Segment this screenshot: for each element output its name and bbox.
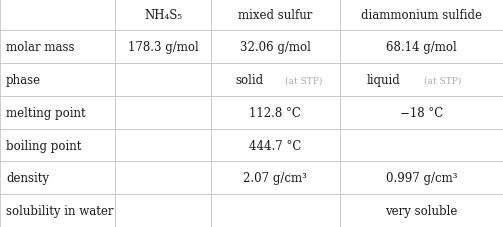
Text: boiling point: boiling point xyxy=(6,139,81,152)
Text: diammonium sulfide: diammonium sulfide xyxy=(361,9,482,22)
Text: 2.07 g/cm³: 2.07 g/cm³ xyxy=(243,172,307,185)
Text: 178.3 g/mol: 178.3 g/mol xyxy=(128,41,198,54)
Text: molar mass: molar mass xyxy=(6,41,74,54)
Text: 0.997 g/cm³: 0.997 g/cm³ xyxy=(385,172,457,185)
Text: melting point: melting point xyxy=(6,106,86,119)
Text: −18 °C: −18 °C xyxy=(400,106,443,119)
Text: (at STP): (at STP) xyxy=(285,76,322,85)
Text: phase: phase xyxy=(6,74,41,87)
Text: 444.7 °C: 444.7 °C xyxy=(249,139,302,152)
Text: liquid: liquid xyxy=(367,74,400,87)
Text: NH₄S₅: NH₄S₅ xyxy=(144,9,182,22)
Text: mixed sulfur: mixed sulfur xyxy=(238,9,312,22)
Text: 32.06 g/mol: 32.06 g/mol xyxy=(240,41,311,54)
Text: solubility in water: solubility in water xyxy=(6,204,114,217)
Text: (at STP): (at STP) xyxy=(424,76,461,85)
Text: solid: solid xyxy=(236,74,264,87)
Text: 68.14 g/mol: 68.14 g/mol xyxy=(386,41,457,54)
Text: 112.8 °C: 112.8 °C xyxy=(249,106,301,119)
Text: very soluble: very soluble xyxy=(385,204,457,217)
Text: density: density xyxy=(6,172,49,185)
